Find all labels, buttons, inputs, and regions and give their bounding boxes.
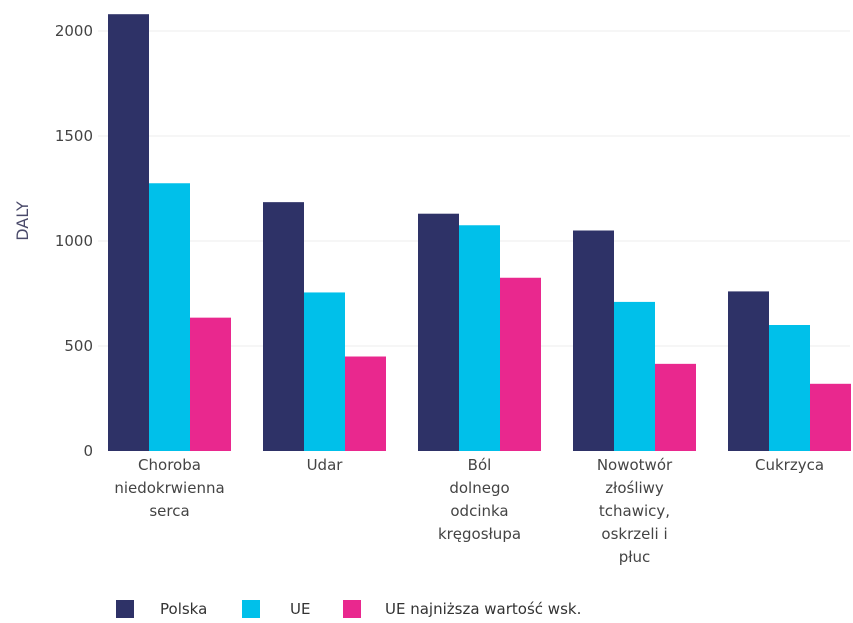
bar — [614, 301, 655, 451]
bar — [810, 383, 851, 451]
x-tick-label: kręgosłupa — [438, 525, 521, 543]
bar — [500, 277, 541, 451]
legend-label: Polska — [160, 600, 207, 618]
x-tick-label: dolnego — [449, 479, 509, 497]
bar — [304, 292, 345, 451]
x-tick-label: płuc — [619, 548, 651, 566]
x-tick-label: oskrzeli i — [601, 525, 667, 543]
x-tick-label: tchawicy, — [599, 502, 670, 520]
legend-label: UE najniższa wartość wsk. — [385, 600, 581, 618]
bar — [573, 230, 614, 451]
legend-swatch — [116, 600, 134, 618]
y-tick-label: 2000 — [55, 22, 93, 40]
bar — [149, 183, 190, 451]
x-tick-label: odcinka — [450, 502, 508, 520]
x-tick-label: Udar — [307, 456, 344, 474]
legend-label: UE — [290, 600, 310, 618]
axis-layer: 0 500 1000 1500 2000 DALY Choroba niedokrwienna… — [13, 22, 824, 566]
x-tick-label: Ból — [468, 456, 492, 474]
bar — [108, 14, 149, 451]
y-tick-label: 500 — [64, 337, 93, 355]
legend: Polska UE UE najniższa wartość wsk. — [116, 600, 581, 618]
bar — [769, 325, 810, 451]
bar — [655, 363, 696, 451]
x-tick-label: Cukrzyca — [755, 456, 824, 474]
y-tick-label: 1000 — [55, 232, 93, 250]
legend-swatch — [242, 600, 260, 618]
bar — [459, 225, 500, 451]
y-tick-label: 1500 — [55, 127, 93, 145]
bar — [418, 213, 459, 451]
bar — [263, 202, 304, 451]
x-tick-label: złośliwy — [605, 479, 664, 497]
x-tick-label: Choroba — [138, 456, 201, 474]
y-tick-label: 0 — [83, 442, 93, 460]
y-axis-title: DALY — [13, 201, 32, 241]
bars-layer — [108, 14, 851, 451]
x-tick-label: niedokrwienna — [114, 479, 224, 497]
bar — [190, 317, 231, 451]
legend-swatch — [343, 600, 361, 618]
bar — [345, 356, 386, 451]
x-tick-label: Nowotwór — [597, 456, 673, 474]
bar — [728, 291, 769, 451]
x-tick-label: serca — [149, 502, 189, 520]
